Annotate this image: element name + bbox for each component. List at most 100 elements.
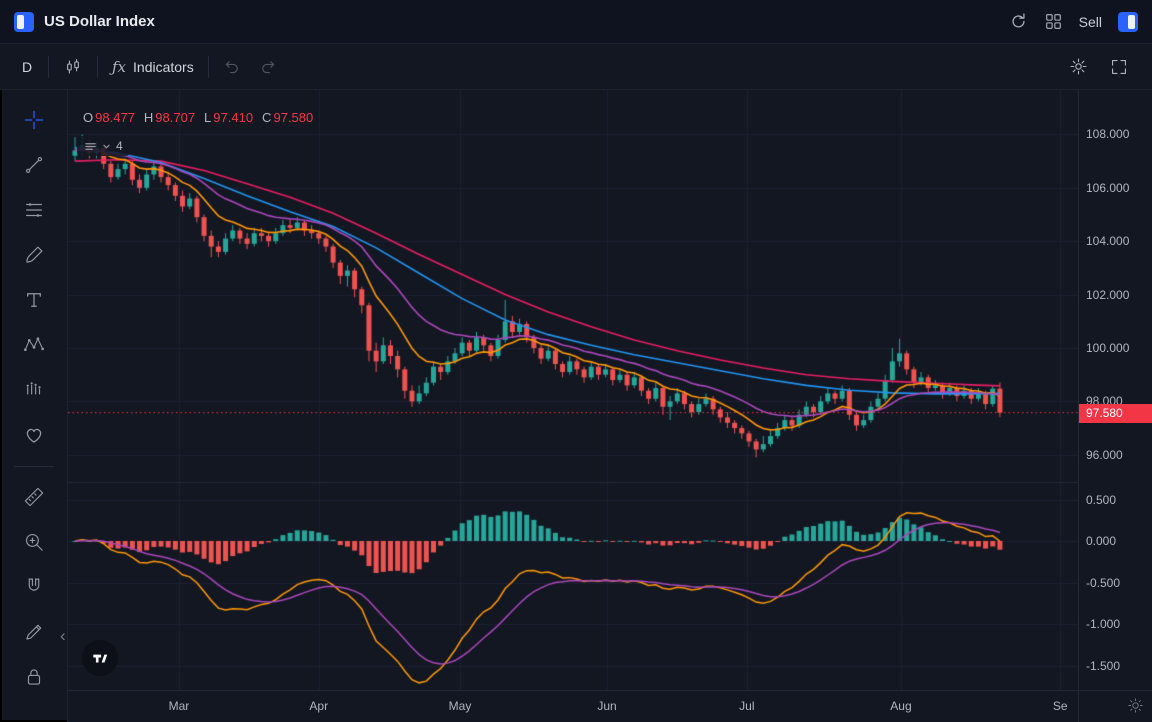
indicators-collapsed-pill[interactable]: 4 xyxy=(77,136,130,156)
sell-button[interactable]: Sell xyxy=(1079,14,1102,30)
price-axis[interactable]: 97.580 108.000 106.000 104.000 102.000 100.0… xyxy=(1078,90,1152,722)
time-tick-label: May xyxy=(448,699,472,713)
gear-icon xyxy=(1070,58,1087,75)
chart-pane: O 98.477 H 98.707 L 97.410 C 97.580 4 Mar Apr May… xyxy=(68,90,1078,722)
chevron-down-icon xyxy=(103,144,110,148)
time-tick-label: Jul xyxy=(739,699,755,713)
fx-icon: ƒx xyxy=(112,57,127,76)
axis-tick-label: 108.000 xyxy=(1086,127,1130,142)
axis-tick-label: 0.500 xyxy=(1086,492,1117,507)
chart-style-button[interactable] xyxy=(55,51,91,83)
undo-button[interactable] xyxy=(215,51,250,82)
xabcd-pattern-icon xyxy=(23,337,44,352)
tradingview-logo[interactable] xyxy=(82,640,118,676)
open-label: O xyxy=(83,110,94,125)
crosshair-tool[interactable] xyxy=(16,102,52,138)
high-label: H xyxy=(143,110,154,125)
close-label: C xyxy=(262,110,272,125)
close-value: 97.580 xyxy=(273,110,314,125)
ohlc-legend: O 98.477 H 98.707 L 97.410 C 97.580 xyxy=(83,110,322,125)
brush-icon xyxy=(25,246,42,263)
chart-main-row: O 98.477 H 98.707 L 97.410 C 97.580 4 Mar Apr May… xyxy=(0,90,1152,722)
lock-icon xyxy=(27,669,40,685)
bars-pattern-icon xyxy=(26,382,41,395)
refresh-button[interactable] xyxy=(1009,12,1028,31)
candlestick-style-icon xyxy=(67,58,79,73)
header-bar: US Dollar Index Sell xyxy=(0,0,1152,44)
toolbar-divider xyxy=(97,55,98,78)
chart-settings-button[interactable] xyxy=(1069,57,1088,76)
time-tick-label: Apr xyxy=(309,699,329,713)
price-chart-canvas[interactable] xyxy=(68,90,1078,690)
axis-tick-label: 100.000 xyxy=(1086,341,1130,355)
stickers-tool[interactable] xyxy=(16,417,52,453)
time-tick-label: Aug xyxy=(890,699,912,713)
drawing-tools-rail xyxy=(0,90,68,722)
time-tick-label: Jun xyxy=(597,699,617,713)
axis-tick-label: 102.000 xyxy=(1086,287,1130,302)
measure-tool[interactable] xyxy=(16,479,52,515)
toolbar-divider xyxy=(48,55,49,78)
symbol-title: US Dollar Index xyxy=(44,13,155,30)
zoom-in-icon xyxy=(25,533,43,551)
text-icon xyxy=(26,293,41,307)
zoom-in-tool[interactable] xyxy=(16,524,52,560)
bars-pattern-tool[interactable] xyxy=(16,372,52,408)
redo-button[interactable] xyxy=(250,51,285,82)
axis-tick-label: 0.000 xyxy=(1086,534,1117,548)
trend-line-tool[interactable] xyxy=(16,147,52,183)
axis-tick-label: 106.000 xyxy=(1086,180,1130,195)
low-label: L xyxy=(204,110,212,125)
fullscreen-button[interactable] xyxy=(1110,58,1128,76)
ruler-icon xyxy=(24,487,43,507)
time-tick-label: Se xyxy=(1052,699,1068,713)
app-logo-icon[interactable] xyxy=(14,11,34,32)
low-value: 97.410 xyxy=(213,110,254,125)
sidebar-toggle-icon[interactable] xyxy=(1118,11,1138,32)
grid-layout-icon xyxy=(1045,14,1061,29)
fib-retracement-tool[interactable] xyxy=(16,192,52,228)
redo-icon xyxy=(261,61,274,74)
sun-icon xyxy=(1128,698,1143,713)
chart-toolbar: D ƒx Indicators xyxy=(0,44,1152,90)
text-tool[interactable] xyxy=(16,282,52,318)
trend-line-icon xyxy=(25,156,42,174)
sell-label: Sell xyxy=(1078,13,1102,30)
time-axis[interactable]: Mar Apr May Jun Jul Aug Se xyxy=(68,690,1078,722)
current-price-badge: 97.580 xyxy=(1079,403,1152,423)
open-value: 98.477 xyxy=(95,110,135,125)
drawing-mode-tool[interactable] xyxy=(16,614,52,650)
brush-tool[interactable] xyxy=(16,237,52,273)
pattern-tool[interactable] xyxy=(16,327,52,363)
layouts-button[interactable] xyxy=(1044,12,1063,31)
tradingview-logo-icon xyxy=(93,654,108,663)
axis-tick-label: 104.000 xyxy=(1086,234,1130,249)
axis-tick-label: -0.500 xyxy=(1086,575,1121,590)
crosshair-icon xyxy=(24,110,43,130)
rail-divider xyxy=(13,466,54,467)
magnet-tool[interactable] xyxy=(16,569,52,605)
pencil-icon xyxy=(25,624,41,640)
refresh-icon xyxy=(1012,13,1025,28)
axis-tick-label: 96.000 xyxy=(1086,447,1123,462)
axis-tick-label: -1.000 xyxy=(1086,617,1121,631)
heart-icon xyxy=(26,428,41,443)
magnet-icon xyxy=(28,578,39,591)
lock-all-tool[interactable] xyxy=(16,659,52,695)
time-tick-label: Mar xyxy=(168,699,190,713)
indicators-button[interactable]: ƒx Indicators xyxy=(104,52,202,82)
rail-collapse-button[interactable]: ‹ xyxy=(56,626,70,646)
indicators-label: Indicators xyxy=(133,58,194,75)
timeframe-button[interactable]: D xyxy=(12,53,42,81)
axis-tick-label: -1.500 xyxy=(1086,658,1121,673)
undo-icon xyxy=(225,61,238,74)
high-value: 98.707 xyxy=(155,110,196,125)
toolbar-divider xyxy=(207,55,209,78)
collapsed-count: 4 xyxy=(116,139,123,153)
display-settings-button[interactable] xyxy=(1127,697,1144,717)
horizontal-lines-icon xyxy=(25,203,42,217)
fullscreen-icon xyxy=(1112,59,1126,74)
layers-icon xyxy=(85,142,96,150)
axis-corner-line xyxy=(1079,690,1152,691)
